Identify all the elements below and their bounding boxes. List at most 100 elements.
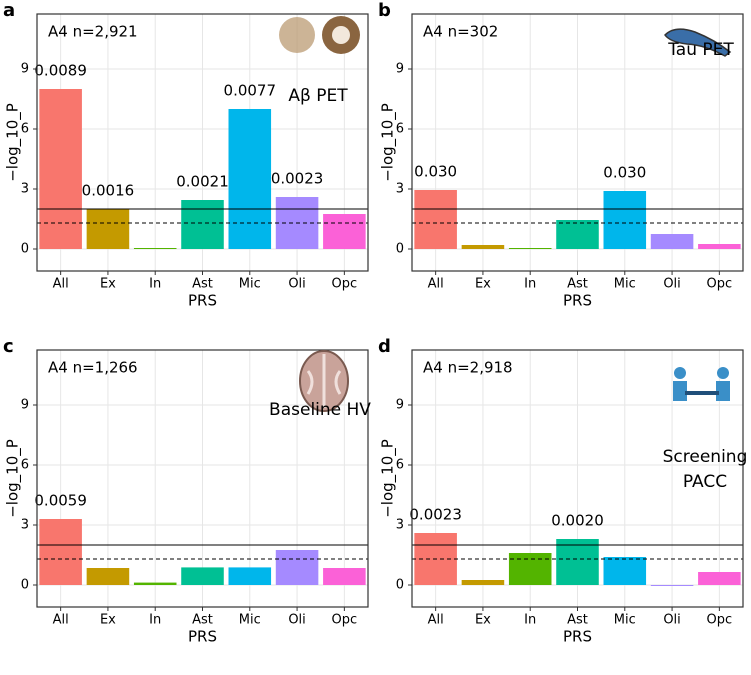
- bar: [603, 557, 647, 585]
- y-tick-label: 6: [21, 458, 29, 473]
- bar: [698, 572, 741, 585]
- x-tick-label: All: [428, 277, 444, 292]
- bar: [508, 248, 552, 249]
- x-tick-label: Ex: [475, 277, 491, 292]
- y-tick-label: 9: [21, 398, 29, 413]
- panel-letter: b: [378, 0, 391, 21]
- bar: [323, 214, 366, 249]
- y-tick-label: 3: [21, 182, 29, 197]
- x-tick-label: All: [428, 613, 444, 628]
- y-tick-label: 9: [396, 62, 404, 77]
- bar: [228, 109, 272, 249]
- x-tick-label: Mic: [239, 613, 261, 628]
- x-tick-label: Ast: [192, 613, 213, 628]
- icon: [306, 354, 342, 408]
- y-tick-label: 0: [21, 242, 29, 257]
- bar: [650, 234, 694, 249]
- y-axis-title: −log_10_P: [379, 103, 398, 182]
- x-tick-label: In: [524, 613, 536, 628]
- bar: [228, 567, 272, 585]
- bar: [133, 582, 177, 585]
- bar: [414, 190, 457, 249]
- panel-label: Baseline HV: [269, 400, 371, 420]
- icon: [332, 26, 350, 44]
- p-label: 0.030: [603, 164, 646, 182]
- y-tick-label: 6: [396, 122, 404, 137]
- y-axis-title: −log_10_P: [4, 439, 23, 518]
- y-tick-label: 0: [396, 578, 404, 593]
- annotation: A4 n=302: [423, 23, 498, 41]
- icon: [685, 391, 719, 395]
- bar: [133, 248, 177, 249]
- p-label: 0.0089: [34, 62, 87, 80]
- panel-label: Aβ PET: [288, 86, 348, 106]
- panel-label: PACC: [683, 472, 727, 492]
- y-axis-title: −log_10_P: [379, 439, 398, 518]
- p-label: 0.0023: [409, 506, 462, 524]
- y-axis-title: −log_10_P: [4, 103, 23, 182]
- bar: [508, 553, 552, 585]
- p-label: 0.030: [414, 163, 457, 181]
- panel: 0 3 6 9 All 0.0089 Ex 0.0016 In Ast 0.0021 Mic 0.007…: [3, 0, 369, 310]
- bar: [698, 244, 741, 249]
- plot-border: [411, 349, 744, 608]
- x-tick-label: Ex: [100, 277, 116, 292]
- x-tick-label: In: [149, 277, 161, 292]
- plot-border: [36, 349, 369, 608]
- p-label: 0.0059: [34, 492, 87, 510]
- x-tick-label: Oli: [663, 613, 680, 628]
- x-axis-title: PRS: [563, 628, 592, 646]
- bar: [86, 209, 130, 249]
- x-tick-label: Opc: [332, 277, 358, 292]
- panel-letter: c: [3, 336, 14, 357]
- plot-border: [411, 13, 744, 272]
- x-tick-label: All: [53, 277, 69, 292]
- x-tick-label: In: [524, 277, 536, 292]
- annotation: A4 n=2,918: [423, 359, 513, 377]
- bar: [39, 519, 82, 585]
- icon: [673, 381, 687, 401]
- panel-letter: d: [378, 336, 391, 357]
- x-tick-label: Opc: [707, 613, 733, 628]
- p-label: 0.0021: [176, 173, 229, 191]
- y-tick-label: 9: [21, 62, 29, 77]
- bar: [603, 191, 647, 249]
- panel: 0 3 6 9 All 0.0023 Ex In Ast 0.0020 Mic Oli Opc d A4 n…: [378, 336, 747, 646]
- x-tick-label: Ex: [100, 613, 116, 628]
- y-tick-label: 3: [21, 518, 29, 533]
- x-tick-label: Oli: [288, 277, 305, 292]
- x-tick-label: Mic: [614, 613, 636, 628]
- y-tick-label: 6: [396, 458, 404, 473]
- p-label: 0.0077: [224, 82, 277, 100]
- x-tick-label: Oli: [663, 277, 680, 292]
- p-label: 0.0016: [82, 182, 135, 200]
- x-tick-label: Opc: [707, 277, 733, 292]
- y-tick-label: 0: [396, 242, 404, 257]
- x-tick-label: Ex: [475, 613, 491, 628]
- icon: [674, 367, 686, 379]
- annotation: A4 n=1,266: [48, 359, 138, 377]
- p-label: 0.0020: [551, 512, 604, 530]
- bar: [461, 245, 505, 249]
- bar: [275, 550, 319, 585]
- y-tick-label: 3: [396, 518, 404, 533]
- panel: 0 3 6 9 All 0.0059 Ex In Ast Mic Oli Opc c A4 n=1,266…: [3, 336, 371, 646]
- bar: [181, 200, 224, 249]
- y-tick-label: 3: [396, 182, 404, 197]
- x-tick-label: Ast: [192, 277, 213, 292]
- panel: 0 3 6 9 All 0.030 Ex In Ast Mic 0.030 Oli Opc b A4 n=3…: [378, 0, 744, 310]
- x-tick-label: Opc: [332, 613, 358, 628]
- x-tick-label: Oli: [288, 613, 305, 628]
- bar: [39, 89, 82, 249]
- plot-border: [36, 13, 369, 272]
- annotation: A4 n=2,921: [48, 23, 138, 41]
- icon: [717, 367, 729, 379]
- bar: [556, 220, 599, 249]
- x-axis-title: PRS: [188, 628, 217, 646]
- x-tick-label: Mic: [239, 277, 261, 292]
- panel-label: Screening: [663, 447, 748, 467]
- icon: [664, 28, 732, 57]
- x-tick-label: All: [53, 613, 69, 628]
- x-axis-title: PRS: [188, 292, 217, 310]
